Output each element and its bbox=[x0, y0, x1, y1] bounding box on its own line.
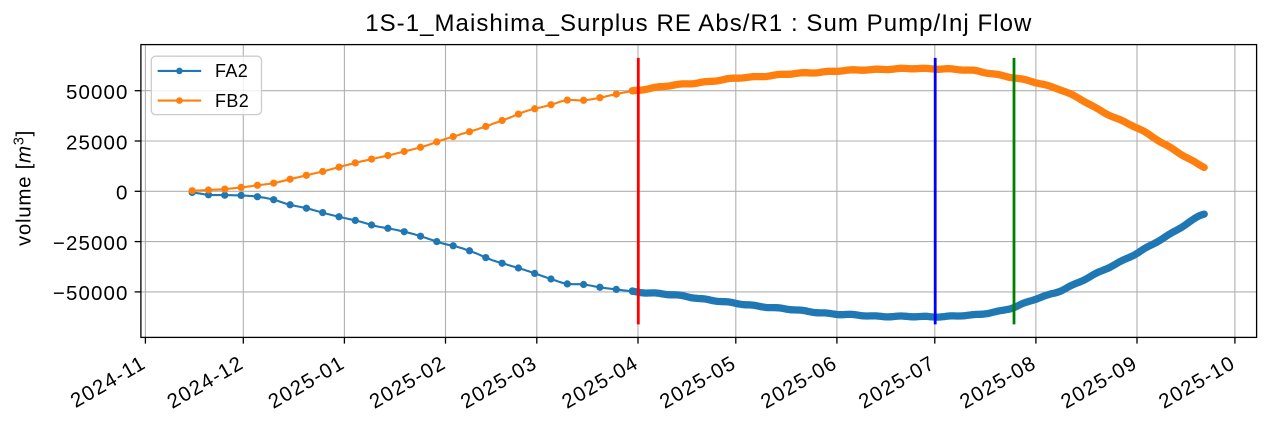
svg-text:1S-1_Maishima_Surplus RE Abs/R: 1S-1_Maishima_Surplus RE Abs/R1 : Sum Pu… bbox=[365, 10, 1032, 37]
svg-text:−50000: −50000 bbox=[53, 282, 129, 305]
svg-text:−25000: −25000 bbox=[53, 232, 129, 255]
svg-text:50000: 50000 bbox=[66, 81, 129, 104]
svg-text:FB2: FB2 bbox=[215, 91, 249, 111]
svg-text:0: 0 bbox=[116, 182, 129, 205]
svg-text:25000: 25000 bbox=[66, 131, 129, 154]
svg-text:FA2: FA2 bbox=[215, 61, 248, 81]
svg-text:volume [m3]: volume [m3] bbox=[12, 130, 36, 246]
